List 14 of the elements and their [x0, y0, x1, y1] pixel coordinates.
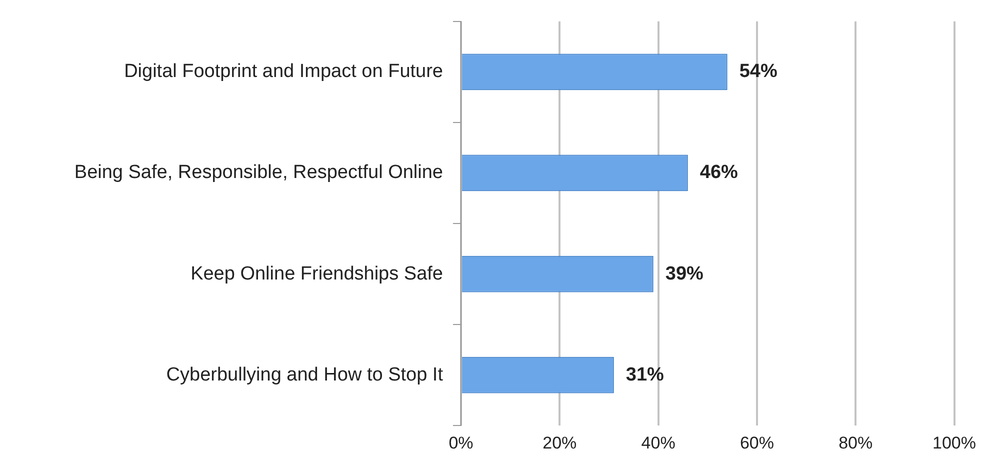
data-label: 31%: [626, 364, 664, 386]
data-label: 54%: [739, 61, 778, 82]
x-tick-label: 60%: [740, 433, 774, 452]
data-label: 46%: [700, 162, 738, 184]
y-tick-label: Digital Footprint and Impact on Future: [124, 61, 443, 82]
x-tick-label: 20%: [542, 433, 577, 452]
y-tick-label: Being Safe, Responsible, Respectful Online: [74, 162, 443, 184]
y-tick-label: Cyberbullying and How to Stop It: [166, 364, 444, 386]
x-tick-label: 80%: [838, 433, 873, 452]
y-tick-label: Keep Online Friendships Safe: [190, 263, 443, 284]
x-tick-label: 40%: [641, 433, 676, 452]
x-tick-label: 100%: [932, 433, 976, 452]
data-label: 39%: [665, 263, 704, 284]
x-tick-label: 0%: [448, 433, 474, 452]
